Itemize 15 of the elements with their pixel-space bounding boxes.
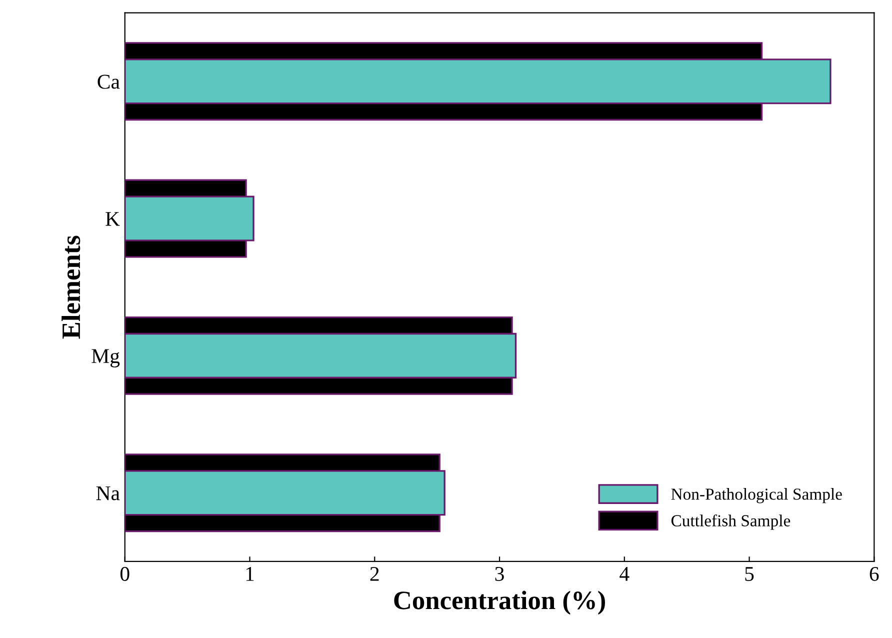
y-axis-title: Elements (62, 236, 80, 339)
y-tick-label: K (106, 212, 120, 226)
y-tick-label: Ca (98, 74, 120, 89)
x-tick-label: 6 (870, 566, 879, 581)
y-tick-label: Na (96, 486, 120, 500)
legend-label: Non-Pathological Sample (671, 488, 842, 504)
y-tick-label: Mg (92, 349, 120, 368)
x-axis-title: Concentration (%) (394, 590, 605, 615)
x-tick-label: 0 (120, 566, 130, 581)
legend-label: Cuttlefish Sample (671, 514, 790, 530)
x-tick-label: 1 (246, 567, 254, 581)
x-tick-label: 5 (745, 567, 754, 581)
x-tick-label: 3 (495, 566, 504, 581)
x-tick-label: 2 (370, 566, 379, 581)
x-tick-label: 4 (620, 567, 630, 581)
